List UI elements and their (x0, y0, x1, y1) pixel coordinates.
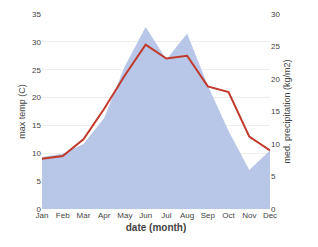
svg-text:Feb: Feb (56, 211, 70, 220)
svg-text:20: 20 (271, 75, 280, 84)
svg-text:30: 30 (32, 38, 41, 47)
svg-text:20: 20 (32, 93, 41, 102)
svg-text:Jan: Jan (36, 211, 49, 220)
svg-text:Apr: Apr (98, 211, 111, 220)
svg-text:Jun: Jun (139, 211, 152, 220)
svg-text:5: 5 (37, 177, 42, 186)
svg-text:15: 15 (271, 107, 280, 116)
svg-text:Jul: Jul (161, 211, 171, 220)
svg-text:May: May (117, 211, 132, 220)
svg-text:Dec: Dec (263, 211, 277, 220)
svg-text:10: 10 (32, 149, 41, 158)
svg-text:10: 10 (271, 140, 280, 149)
svg-text:Oct: Oct (222, 211, 235, 220)
svg-text:15: 15 (32, 121, 41, 130)
svg-text:0: 0 (37, 205, 42, 214)
svg-text:date (month): date (month) (126, 222, 187, 233)
svg-text:Aug: Aug (180, 211, 194, 220)
svg-text:med. precipitation (kg/m2): med. precipitation (kg/m2) (282, 59, 292, 163)
svg-text:35: 35 (32, 10, 41, 19)
svg-text:max temp (C): max temp (C) (17, 84, 27, 139)
svg-text:30: 30 (271, 10, 280, 19)
svg-text:0: 0 (271, 205, 276, 214)
svg-text:Nov: Nov (242, 211, 256, 220)
svg-text:5: 5 (271, 172, 276, 181)
svg-text:25: 25 (32, 66, 41, 75)
svg-text:Sep: Sep (201, 211, 216, 220)
svg-text:25: 25 (271, 42, 280, 51)
svg-text:Mar: Mar (77, 211, 91, 220)
